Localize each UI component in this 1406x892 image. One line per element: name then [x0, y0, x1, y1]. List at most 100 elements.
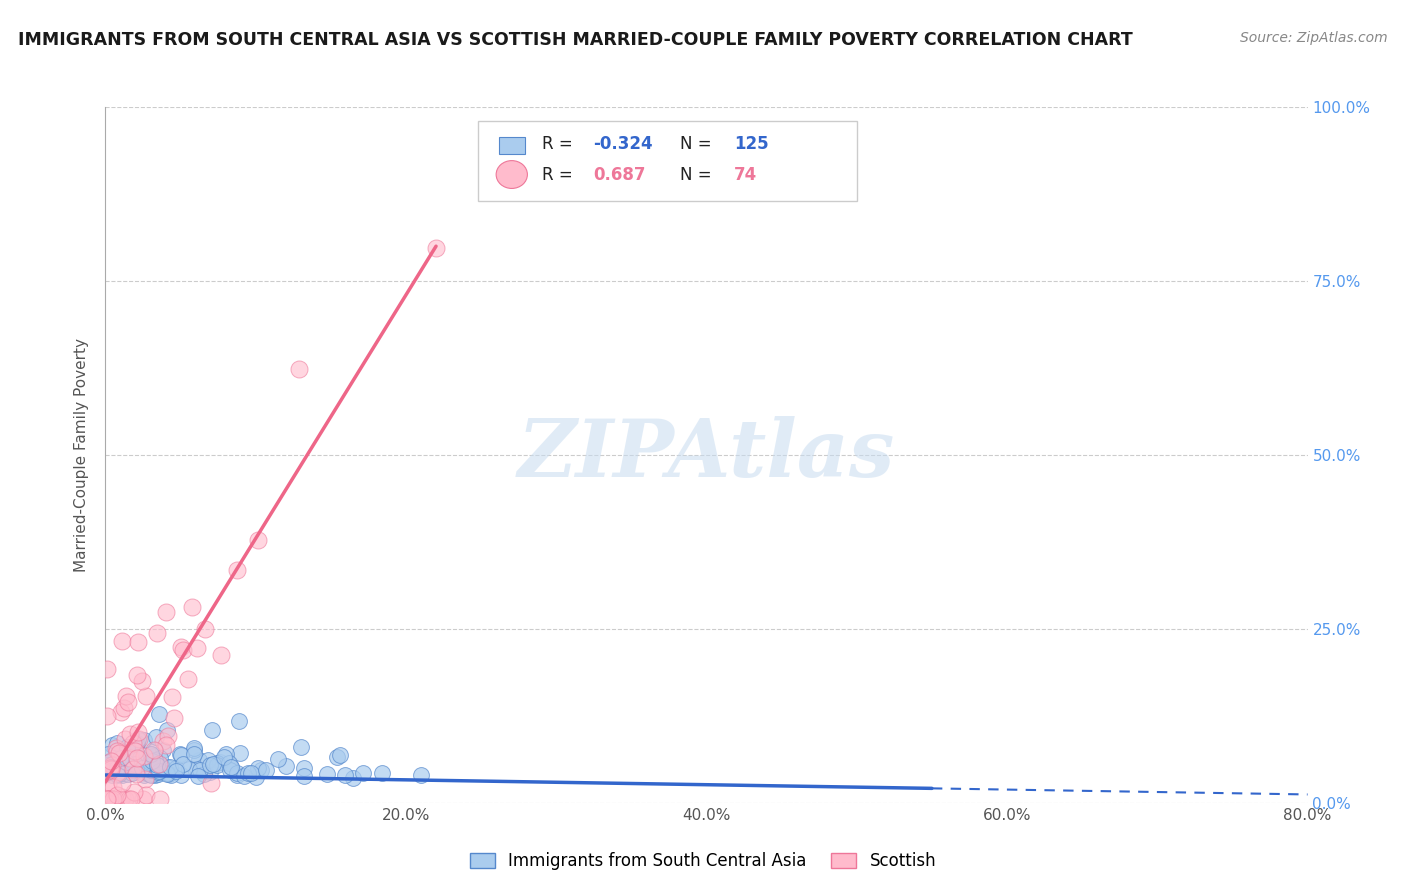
- Point: [128, 731, 150, 746]
- Point: [96, 758, 118, 772]
- Text: Source: ZipAtlas.com: Source: ZipAtlas.com: [1240, 31, 1388, 45]
- Point: [371, 766, 394, 780]
- Point: [245, 770, 267, 784]
- Point: [98, 765, 121, 780]
- Point: [96, 766, 118, 780]
- Point: [121, 792, 143, 806]
- Point: [172, 756, 194, 771]
- Point: [219, 760, 242, 774]
- Point: [290, 740, 312, 755]
- Point: [127, 725, 149, 739]
- Point: [200, 765, 222, 780]
- Point: [169, 640, 191, 655]
- Point: [157, 729, 180, 743]
- Point: [246, 761, 269, 775]
- Point: [190, 764, 212, 778]
- Point: [127, 635, 149, 649]
- Point: [118, 792, 141, 806]
- Point: [148, 764, 170, 779]
- Point: [292, 769, 315, 783]
- Point: [200, 775, 222, 789]
- Point: [183, 740, 205, 755]
- Point: [96, 709, 118, 723]
- Point: [233, 768, 256, 782]
- Point: [240, 766, 263, 780]
- Point: [107, 746, 129, 760]
- Point: [111, 789, 134, 804]
- Point: [205, 756, 228, 770]
- Point: [115, 690, 138, 704]
- Point: [146, 756, 169, 770]
- Point: [315, 767, 337, 781]
- Point: [111, 768, 134, 782]
- Point: [122, 747, 145, 762]
- Point: [143, 743, 166, 757]
- Point: [120, 765, 142, 780]
- Point: [145, 730, 167, 744]
- Point: [274, 759, 297, 773]
- Point: [141, 754, 163, 768]
- Point: [149, 751, 172, 765]
- Point: [131, 761, 153, 775]
- Point: [110, 764, 132, 778]
- Point: [118, 792, 141, 806]
- Point: [129, 751, 152, 765]
- Point: [122, 784, 145, 798]
- Y-axis label: Married-Couple Family Poverty: Married-Couple Family Poverty: [75, 338, 90, 572]
- Point: [98, 761, 121, 775]
- Point: [117, 767, 139, 781]
- Point: [97, 792, 120, 806]
- Legend: Immigrants from South Central Asia, Scottish: Immigrants from South Central Asia, Scot…: [463, 846, 943, 877]
- Text: 0.687: 0.687: [593, 166, 645, 184]
- Point: [135, 689, 157, 703]
- Point: [165, 764, 187, 779]
- Point: [110, 706, 132, 720]
- Point: [160, 768, 183, 782]
- Point: [132, 733, 155, 747]
- Point: [115, 763, 138, 777]
- Point: [198, 758, 221, 772]
- Text: 74: 74: [734, 166, 758, 184]
- Point: [165, 761, 187, 775]
- Point: [155, 605, 177, 619]
- Point: [141, 763, 163, 777]
- Text: R =: R =: [541, 166, 578, 184]
- Point: [229, 747, 252, 761]
- Point: [169, 747, 191, 761]
- Point: [287, 361, 309, 376]
- Point: [326, 749, 349, 764]
- Point: [163, 711, 186, 725]
- Point: [218, 756, 240, 771]
- Point: [103, 764, 125, 778]
- Point: [96, 747, 118, 762]
- Point: [145, 626, 167, 640]
- Point: [207, 758, 229, 772]
- Point: [170, 768, 193, 782]
- Point: [105, 767, 128, 781]
- Point: [105, 736, 128, 750]
- Point: [100, 792, 122, 806]
- Point: [145, 764, 167, 779]
- Point: [124, 744, 146, 758]
- Point: [98, 792, 121, 806]
- Point: [228, 714, 250, 728]
- Point: [146, 757, 169, 772]
- Point: [187, 769, 209, 783]
- Point: [134, 772, 156, 787]
- Point: [132, 765, 155, 780]
- Point: [186, 762, 208, 776]
- Point: [98, 764, 121, 778]
- Point: [131, 673, 153, 688]
- Point: [221, 760, 243, 774]
- Point: [125, 750, 148, 764]
- Point: [139, 759, 162, 773]
- Bar: [499, 136, 524, 154]
- Point: [114, 766, 136, 780]
- Point: [193, 766, 215, 780]
- Point: [267, 752, 290, 766]
- Point: [254, 763, 277, 777]
- Point: [155, 738, 177, 752]
- Point: [111, 776, 134, 790]
- Point: [139, 747, 162, 761]
- Point: [104, 792, 127, 806]
